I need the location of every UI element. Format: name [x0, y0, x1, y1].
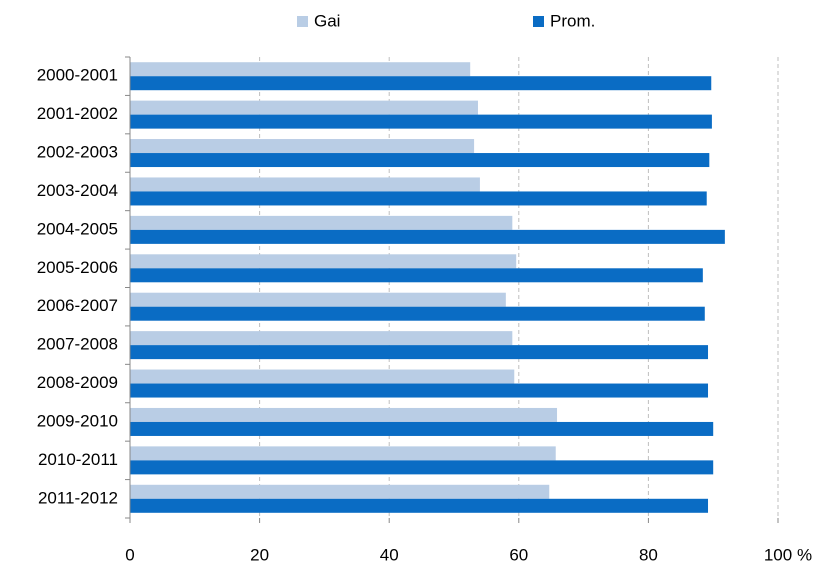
bar — [130, 153, 710, 168]
y-tick-label: 2009-2010 — [37, 411, 118, 430]
y-tick-label: 2002-2003 — [37, 143, 118, 162]
legend-label: Prom. — [550, 11, 595, 30]
bar — [130, 345, 709, 360]
y-tick-label: 2011-2012 — [38, 488, 118, 507]
x-axis-label: % — [797, 545, 812, 564]
bar — [130, 331, 513, 346]
bar — [130, 100, 478, 115]
bar — [130, 446, 556, 461]
x-tick-label: 40 — [380, 545, 399, 564]
y-tick-label: 2010-2011 — [38, 450, 118, 469]
bar — [130, 191, 707, 206]
y-tick-label: 2006-2007 — [37, 296, 118, 315]
x-tick-label: 20 — [250, 545, 269, 564]
bar — [130, 292, 506, 307]
bar — [130, 383, 709, 398]
bar — [130, 229, 725, 244]
bar — [130, 369, 515, 384]
legend-swatch — [297, 16, 308, 27]
legend-label: Gai — [314, 11, 340, 30]
y-tick-label: 2001-2002 — [37, 104, 118, 123]
bar — [130, 254, 517, 269]
bar — [130, 139, 475, 154]
x-tick-label: 80 — [639, 545, 658, 564]
bar — [130, 421, 714, 436]
x-tick-label: 100 — [764, 545, 792, 564]
bar — [130, 215, 513, 230]
legend-swatch — [533, 16, 544, 27]
y-tick-label: 2005-2006 — [37, 258, 118, 277]
bar — [130, 62, 471, 77]
x-tick-label: 0 — [125, 545, 134, 564]
bar — [130, 484, 550, 499]
bar — [130, 460, 714, 475]
bar — [130, 498, 709, 513]
x-tick-label: 60 — [509, 545, 528, 564]
y-tick-label: 2004-2005 — [37, 219, 118, 238]
y-tick-label: 2000-2001 — [37, 66, 118, 85]
bar — [130, 407, 558, 422]
y-tick-label: 2007-2008 — [37, 335, 118, 354]
bar — [130, 76, 712, 91]
bar — [130, 268, 703, 283]
y-tick-label: 2008-2009 — [37, 373, 118, 392]
bar — [130, 306, 705, 321]
bar — [130, 177, 480, 192]
y-tick-label: 2003-2004 — [37, 181, 118, 200]
bar — [130, 114, 712, 129]
